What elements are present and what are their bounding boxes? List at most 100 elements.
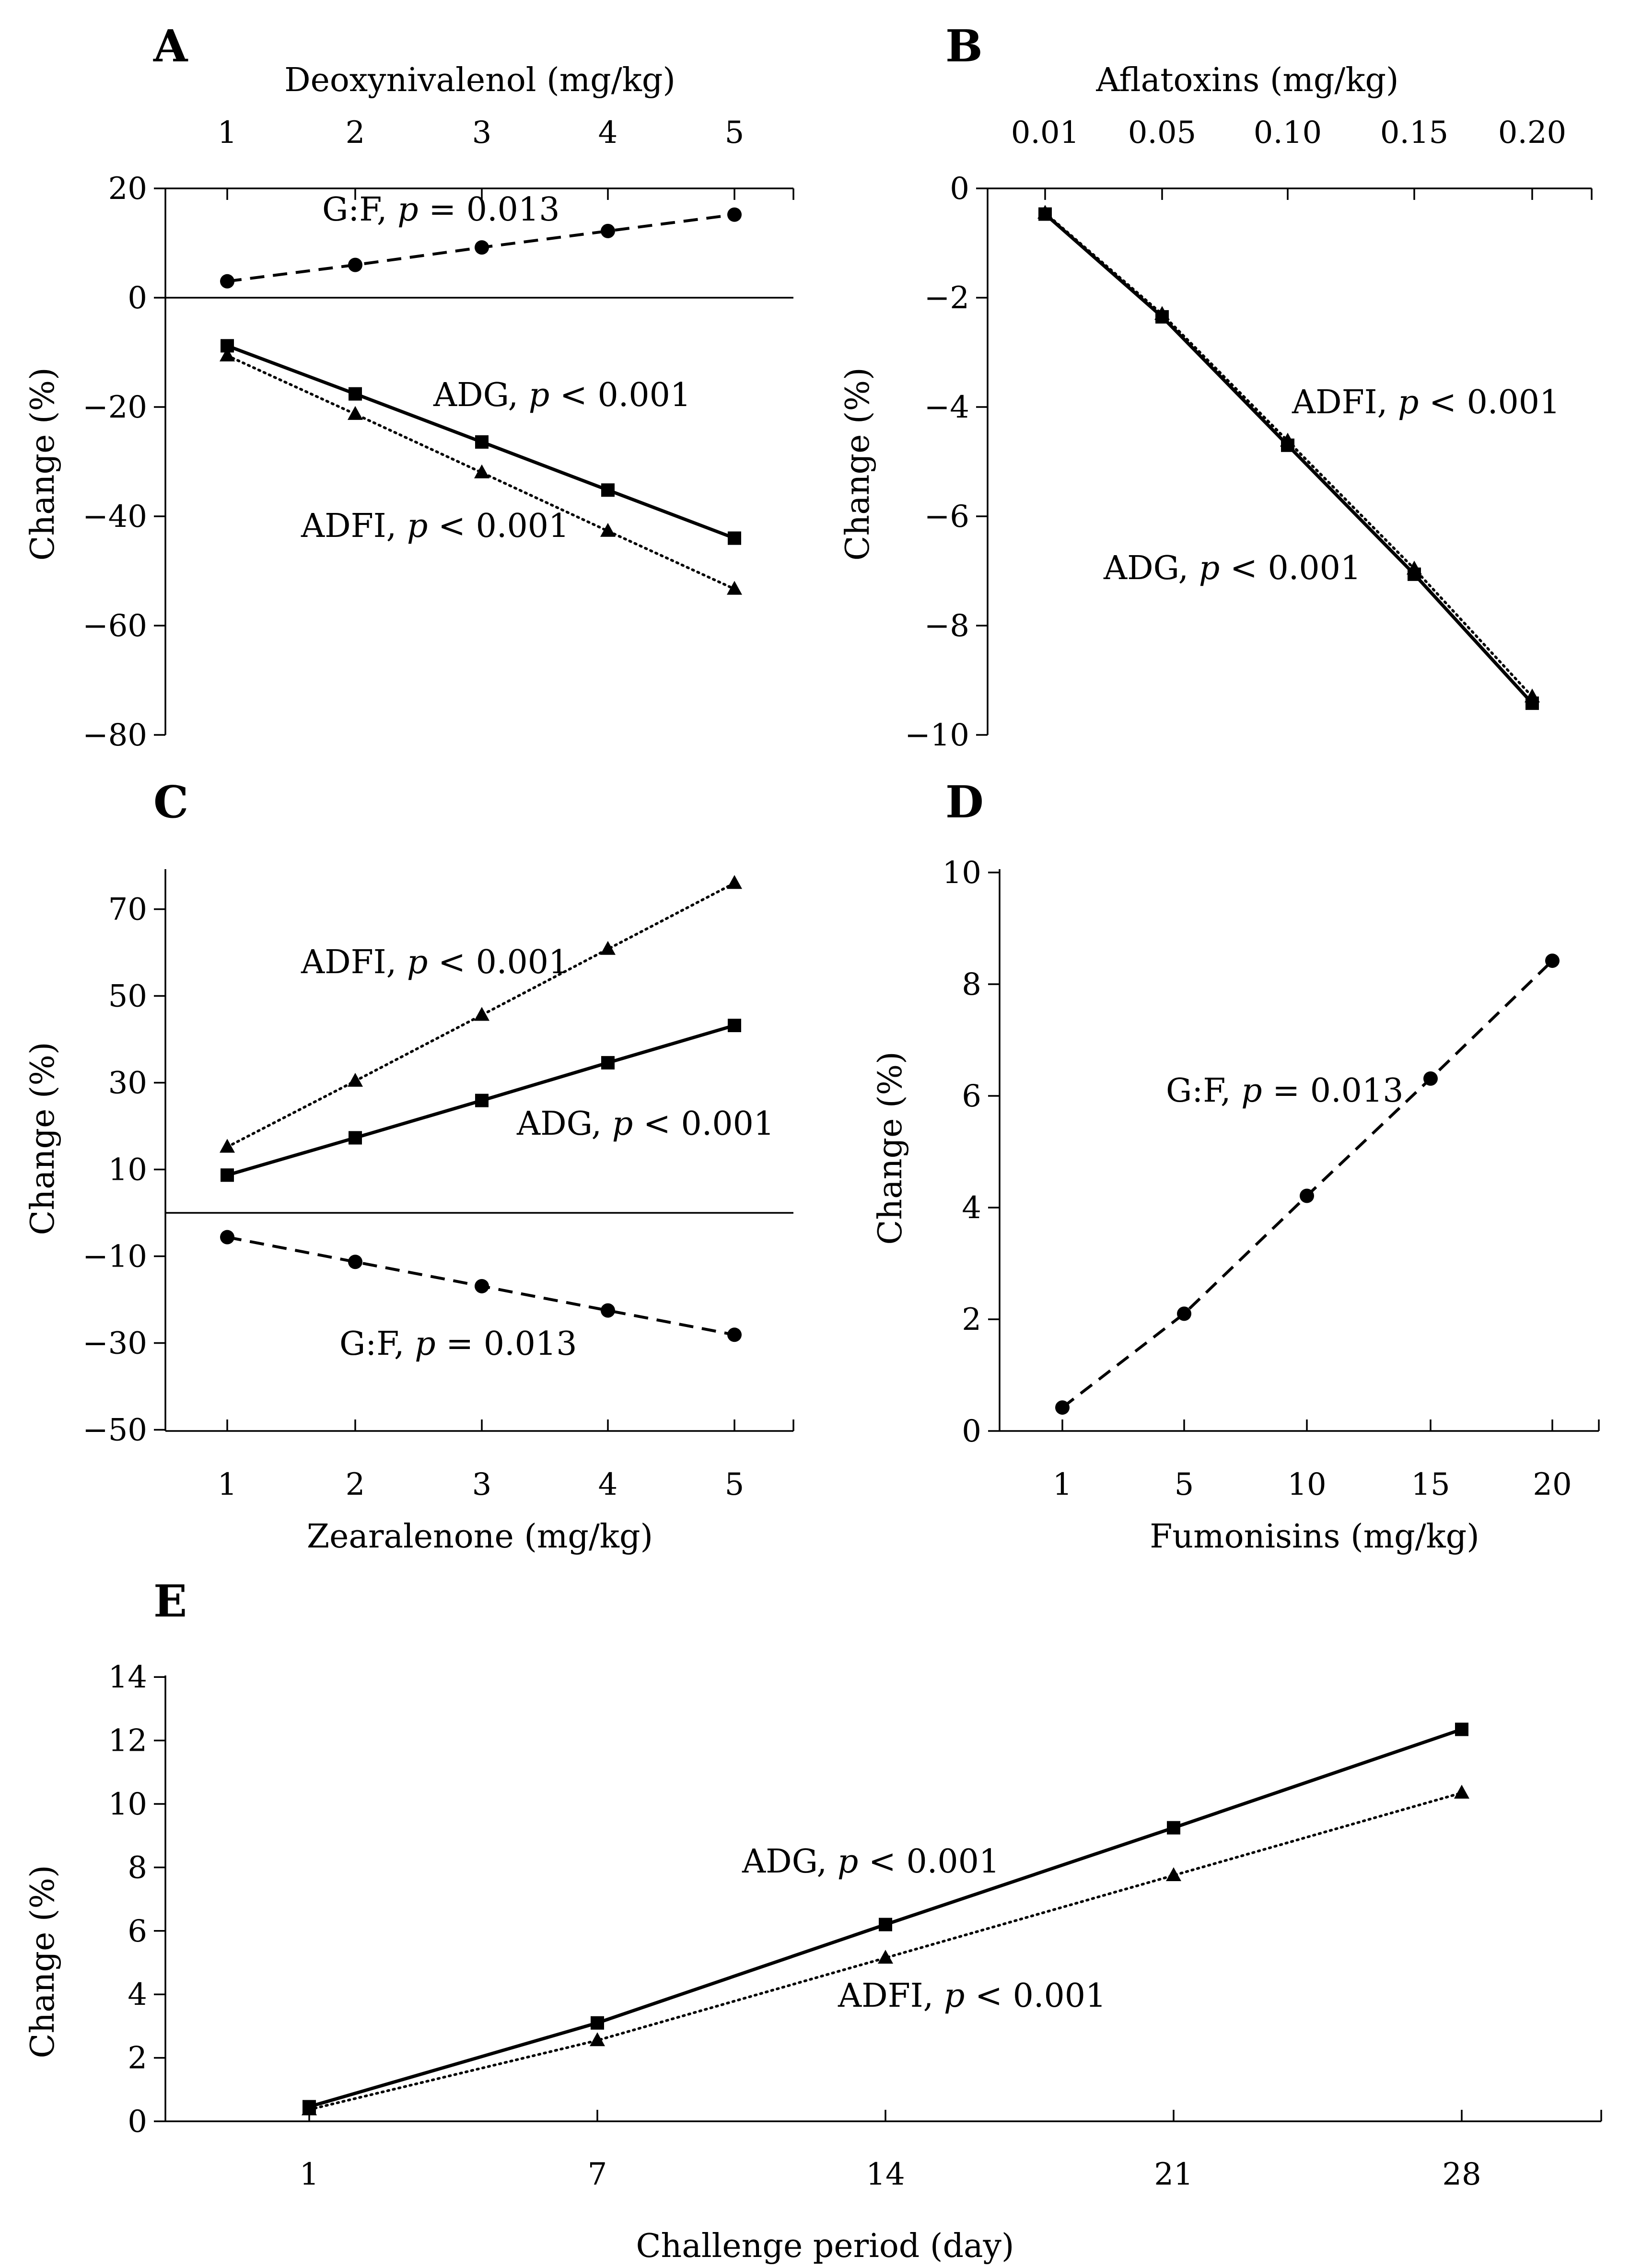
panel-c-y-tick-label: −30 — [82, 1326, 147, 1361]
panel-b-label-adfi: ADFI, p < 0.001 — [1292, 384, 1560, 421]
panel-e-series — [302, 1722, 1469, 2116]
panel-c-y-tick-label: 10 — [108, 1152, 147, 1188]
panel-c-adfi-point — [220, 1139, 235, 1153]
panel-a-label-adg: ADG, p < 0.001 — [433, 376, 691, 414]
panel-c: C Change (%) Zearalenone (mg/kg) 70 50 30 1… — [24, 776, 794, 1556]
panel-a-x-ticks: 1 2 3 4 5 — [218, 115, 794, 200]
panel-a: A Deoxynivalenol (mg/kg) Change (%) 20 0 −… — [24, 20, 794, 753]
panel-d-y-tick-label: 2 — [962, 1302, 981, 1338]
panel-e-y-tick-label: 4 — [128, 1977, 147, 2012]
panel-c-y-tick-label: −10 — [82, 1239, 147, 1275]
panel-b-adg-point — [1038, 207, 1052, 221]
panel-c-series — [220, 875, 742, 1342]
panel-c-x-ticks: 1 2 3 4 5 — [218, 1419, 794, 1502]
panel-d-y-ticks: 10 8 6 4 2 0 — [943, 855, 1000, 1449]
panel-b-x-tick-label: 0.20 — [1498, 115, 1567, 151]
panel-letter-c: C — [153, 776, 188, 828]
panel-a-gf-point — [727, 207, 742, 222]
panel-d-gf-line — [1061, 959, 1554, 1409]
panel-b-y-axis-title: Change (%) — [839, 367, 877, 560]
panel-d-gf-point — [1055, 1400, 1070, 1415]
panel-c-y-tick-label: 70 — [108, 892, 147, 928]
panel-c-y-axis-title: Change (%) — [24, 1042, 62, 1235]
panel-b-adg-point — [1525, 696, 1539, 710]
panel-e-adg-point — [591, 2016, 604, 2030]
panel-c-adfi-point — [474, 1007, 489, 1021]
panel-a-series — [220, 207, 742, 595]
panel-c-y-tick-label: 30 — [108, 1066, 147, 1101]
panel-e-adfi-point — [1166, 1867, 1181, 1881]
panel-c-label-adfi: ADFI, p < 0.001 — [301, 943, 569, 981]
panel-e-label-adg: ADG, p < 0.001 — [742, 1843, 1000, 1881]
panel-d: D Change (%) Fumonisins (mg/kg) 1086420 … — [872, 776, 1600, 1556]
panel-a-adg-point — [475, 435, 489, 449]
panel-b-x-tick-label: 0.15 — [1380, 115, 1449, 151]
panel-a-adfi-point — [348, 406, 363, 420]
panel-a-x-tick-label: 2 — [346, 115, 365, 151]
panel-b-adg-point — [1408, 567, 1421, 581]
panel-e-y-tick-label: 6 — [128, 1914, 147, 1949]
panel-e-adfi-line — [308, 1791, 1463, 2111]
panel-b-adg-point — [1281, 438, 1294, 452]
panel-a-gf-point — [348, 257, 362, 272]
panel-d-x-tick-label: 20 — [1533, 1467, 1572, 1502]
panel-a-gf-point — [601, 223, 615, 238]
panel-d-series — [1055, 954, 1560, 1415]
panel-e-x-tick-label: 28 — [1442, 2157, 1481, 2192]
panel-c-gf-point — [601, 1303, 615, 1318]
panel-e-x-axis-title: Challenge period (day) — [636, 2227, 1014, 2265]
panel-a-gf-point — [220, 274, 234, 289]
panel-c-gf-point — [348, 1255, 362, 1269]
panel-e-y-ticks: 14 12 10 8 6 4 2 0 — [108, 1660, 165, 2140]
panel-e-adfi-point — [590, 2032, 605, 2047]
panel-a-adfi-point — [220, 347, 235, 361]
panel-c-x-tick-label: 1 — [218, 1467, 237, 1502]
panel-d-gf-point — [1423, 1071, 1438, 1086]
panel-b: B Aflatoxins (mg/kg) Change (%) 0 −2 −4 −6 −… — [839, 20, 1593, 753]
panel-d-gf-point — [1300, 1188, 1314, 1203]
panel-a-y-tick-label: −40 — [82, 499, 147, 535]
panel-d-x-tick-label: 5 — [1175, 1467, 1194, 1502]
panel-e-adfi-point — [878, 1950, 893, 1964]
panel-e-y-axis-title: Change (%) — [24, 1865, 62, 2058]
panel-letter-e: E — [153, 1575, 187, 1627]
panel-e-y-tick-label: 8 — [128, 1850, 147, 1885]
panel-c-adfi-point — [348, 1072, 363, 1087]
panel-a-y-tick-label: 20 — [108, 171, 147, 207]
panel-b-y-tick-label: −10 — [905, 718, 969, 753]
panel-c-gf-point — [727, 1327, 742, 1342]
panel-d-x-tick-label: 1 — [1053, 1467, 1072, 1502]
panel-b-x-tick-label: 0.10 — [1254, 115, 1322, 151]
panel-c-adfi-point — [600, 941, 616, 955]
panel-b-adg-point — [1155, 310, 1169, 324]
panel-letter-d: D — [945, 776, 984, 828]
panel-a-adg-point — [349, 387, 362, 401]
panel-a-adfi-point — [600, 523, 616, 537]
panel-b-y-tick-label: 0 — [950, 171, 969, 207]
panel-e-x-tick-label: 14 — [866, 2157, 905, 2192]
panel-c-x-tick-label: 5 — [725, 1467, 745, 1502]
panel-c-adg-point — [728, 1019, 741, 1033]
panel-e-x-tick-label: 7 — [588, 2157, 607, 2192]
panel-e-adfi-point — [1454, 1784, 1469, 1799]
panel-e-label-adfi: ADFI, p < 0.001 — [838, 1977, 1106, 2015]
panel-d-y-tick-label: 10 — [943, 855, 981, 891]
panel-d-x-axis-title: Fumonisins (mg/kg) — [1150, 1518, 1479, 1556]
panel-d-y-tick-label: 4 — [962, 1190, 981, 1226]
panel-d-y-axis-title: Change (%) — [872, 1051, 909, 1244]
panel-a-y-axis-title: Change (%) — [24, 367, 62, 560]
panel-c-label-adg: ADG, p < 0.001 — [516, 1105, 774, 1143]
panel-e-y-tick-label: 10 — [108, 1787, 147, 1822]
panel-e-adfi-point — [302, 2101, 317, 2116]
panel-e-y-tick-label: 14 — [108, 1660, 147, 1695]
panel-b-x-tick-label: 0.05 — [1128, 115, 1197, 151]
panel-d-x-tick-label: 15 — [1411, 1467, 1450, 1502]
panel-e: E Change (%) Challenge period (day) 1412… — [24, 1575, 1602, 2265]
panel-b-y-tick-label: −2 — [924, 280, 969, 316]
panel-c-adg-point — [475, 1093, 489, 1107]
panel-a-label-adfi: ADFI, p < 0.001 — [301, 507, 569, 545]
panel-d-y-tick-label: 6 — [962, 1079, 981, 1114]
panel-a-x-tick-label: 3 — [472, 115, 492, 151]
panel-c-x-tick-label: 2 — [346, 1467, 365, 1502]
